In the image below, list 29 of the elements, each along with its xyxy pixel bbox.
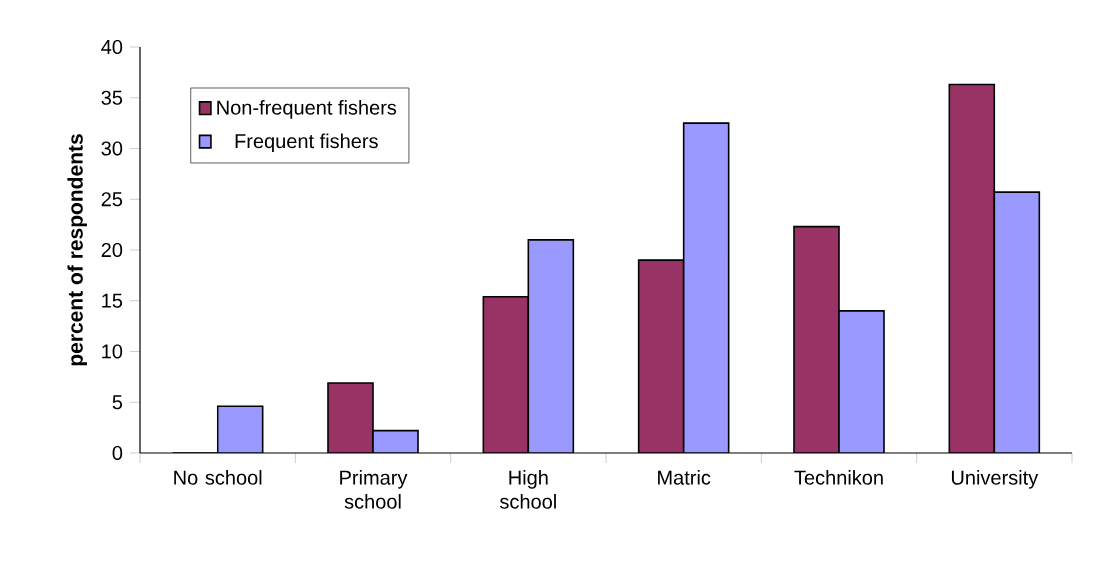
legend-label: Frequent fishers: [235, 133, 378, 153]
bar: [637, 259, 685, 453]
bar: [372, 429, 419, 453]
x-tick-label: High school: [499, 470, 556, 509]
bar: [482, 295, 530, 453]
bar: [216, 405, 264, 453]
y-tick-label: 5: [112, 395, 123, 410]
y-tick-label: 25: [101, 192, 123, 207]
y-tick-label: 35: [101, 90, 123, 105]
bar: [327, 382, 374, 453]
x-tick-label: No school: [174, 470, 262, 485]
bar: [838, 310, 885, 453]
y-tick-label: 0: [112, 445, 123, 461]
bar: [948, 83, 996, 453]
bar: [682, 122, 730, 453]
x-tick-label: Primary school: [340, 470, 408, 509]
y-tick-label: 15: [102, 293, 123, 308]
bar: [993, 191, 1041, 453]
y-tick-label: 40: [101, 39, 123, 55]
bar: [527, 239, 575, 453]
y-tick-label: 10: [102, 344, 123, 359]
legend-label: Non-frequent fishers: [217, 100, 397, 119]
y-tick-label: 20: [101, 242, 123, 258]
x-tick-label: University: [951, 470, 1039, 489]
bar: [793, 225, 840, 453]
x-tick-label: Technikon: [794, 470, 883, 485]
x-tick-label: Matric: [658, 470, 711, 485]
y-axis-title: percent of respondents: [67, 134, 87, 366]
y-tick-label: 30: [101, 141, 123, 156]
